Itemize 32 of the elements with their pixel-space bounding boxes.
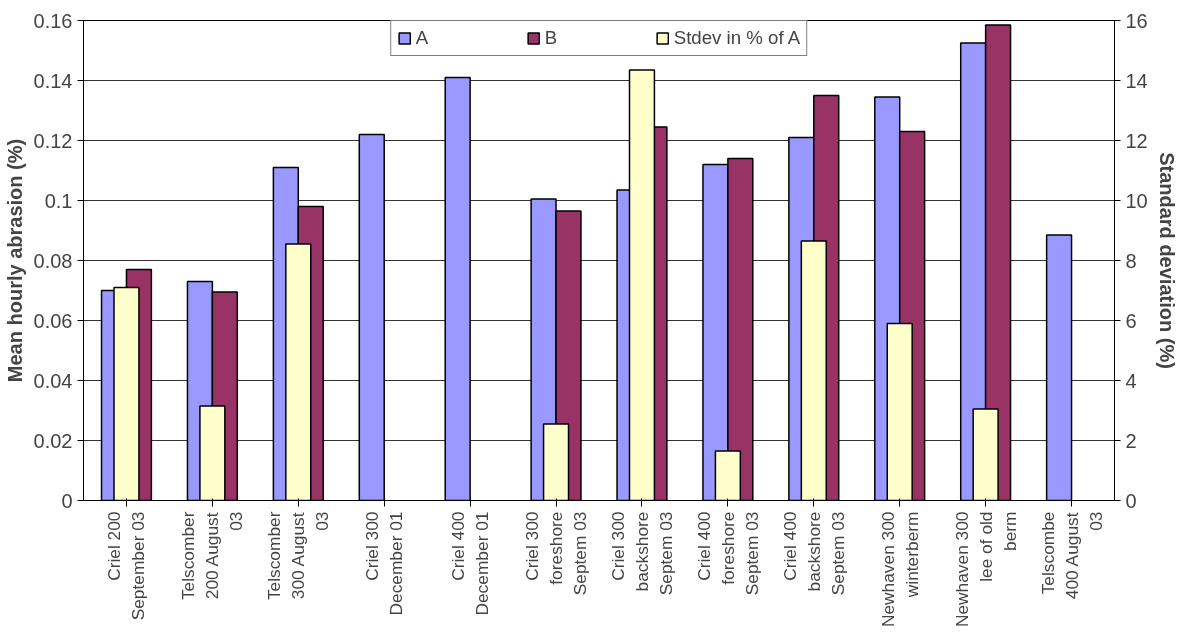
x-tick-label: Newhaven 300 lee of old berm: [951, 511, 1020, 628]
x-tick-label: Telscomber 300 August 03: [264, 511, 333, 601]
x-tick-label: Criel 300 foreshore Septem 03: [522, 511, 591, 596]
x-tick-label: Criel 300 December 01: [362, 511, 407, 616]
x-tick-label: Telscomber 200 August 03: [178, 511, 247, 601]
x-tick-label: Newhaven 300 winterberm: [877, 511, 922, 628]
y-tick-label: 0: [61, 489, 73, 512]
y-tick-label: 0.04: [33, 369, 73, 392]
y-axis-title: Mean hourly abrasion (%): [3, 138, 26, 383]
legend-label: A: [415, 27, 430, 49]
x-tick-label: Criel 200 September 03: [104, 511, 149, 621]
y-tick-label: 0.02: [33, 429, 73, 452]
y2-tick-label: 0: [1125, 489, 1137, 512]
y2-axis-title: Standard deviation (%): [1155, 152, 1178, 369]
x-tick-label: Criel 400 December 01: [448, 511, 493, 616]
y-tick-label: 0.12: [33, 129, 73, 152]
y2-tick-label: 12: [1125, 129, 1148, 152]
x-tick-label: Telscombe 400 August 03: [1037, 511, 1106, 600]
y2-tick-label: 8: [1125, 249, 1137, 272]
legend-label: B: [544, 27, 559, 49]
y-tick-label: 0.16: [33, 9, 73, 32]
y2-tick-label: 4: [1125, 369, 1137, 392]
y2-tick-label: 6: [1125, 309, 1137, 332]
y-tick-label: 0.06: [33, 309, 73, 332]
y2-tick-label: 10: [1125, 189, 1148, 212]
y2-tick-label: 14: [1125, 69, 1148, 92]
y2-tick-label: 16: [1125, 9, 1148, 32]
y-tick-label: 0.14: [33, 69, 73, 92]
y-tick-label: 0.1: [44, 189, 73, 212]
y2-tick-label: 2: [1125, 429, 1137, 452]
legend-label: Stdev in % of A: [673, 27, 801, 49]
y-tick-label: 0.08: [33, 249, 73, 272]
